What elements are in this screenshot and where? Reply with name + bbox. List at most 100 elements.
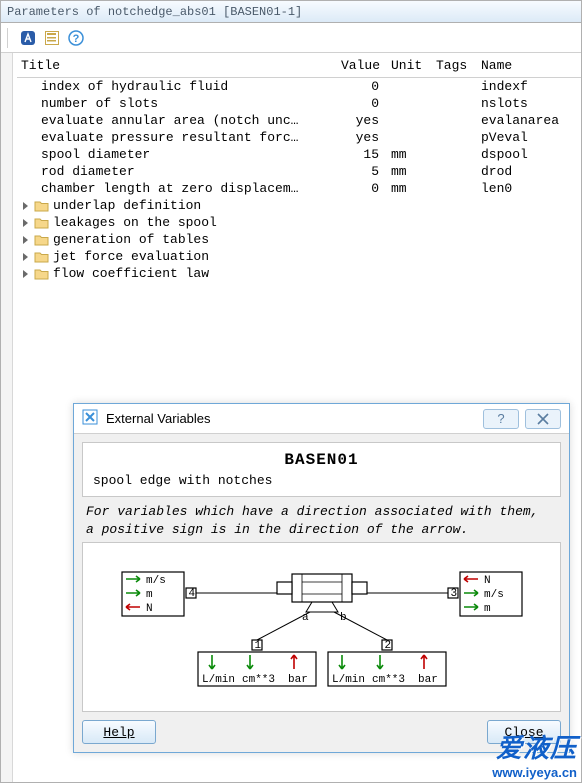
folder-icon bbox=[34, 234, 49, 246]
diagram-svg: m/smN4Nm/sm3ab12L/mincm**3barL/mincm**3b… bbox=[92, 562, 552, 692]
dialog-app-icon bbox=[82, 409, 98, 428]
component-panel: BASEN01 spool edge with notches bbox=[82, 442, 561, 497]
expand-icon[interactable] bbox=[23, 236, 28, 244]
component-subtitle: spool edge with notches bbox=[93, 473, 550, 488]
col-value: Value bbox=[337, 58, 387, 73]
folder-icon bbox=[34, 268, 49, 280]
form-icon[interactable] bbox=[43, 29, 61, 47]
watermark-cn: 爱液压 bbox=[492, 728, 577, 765]
window-titlebar: Parameters of notchedge_abs01 [BASEN01-1… bbox=[1, 1, 581, 23]
watermark-url: www.iyeya.cn bbox=[492, 765, 577, 780]
folder-icon bbox=[34, 251, 49, 263]
param-row[interactable]: number of slots0 nslots bbox=[17, 95, 581, 112]
param-value: 15 bbox=[337, 147, 387, 162]
param-name: indexf bbox=[477, 79, 577, 94]
folder-label: jet force evaluation bbox=[53, 249, 209, 264]
parameter-tree: Title Value Unit Tags Name index of hydr… bbox=[13, 53, 581, 782]
param-unit bbox=[387, 79, 432, 94]
param-unit bbox=[387, 113, 432, 128]
param-title: number of slots bbox=[17, 96, 337, 111]
dialog-title: External Variables bbox=[106, 411, 211, 426]
param-unit: mm bbox=[387, 147, 432, 162]
col-unit: Unit bbox=[387, 58, 432, 73]
param-unit: mm bbox=[387, 181, 432, 196]
folder-label: flow coefficient law bbox=[53, 266, 209, 281]
param-name: evalanarea bbox=[477, 113, 577, 128]
param-value: 0 bbox=[337, 181, 387, 196]
column-headers: Title Value Unit Tags Name bbox=[17, 55, 581, 78]
param-tags bbox=[432, 96, 477, 111]
window-title: Parameters of notchedge_abs01 [BASEN01-1… bbox=[7, 5, 302, 19]
port-diagram: m/smN4Nm/sm3ab12L/mincm**3barL/mincm**3b… bbox=[82, 542, 561, 712]
folder-row[interactable]: generation of tables bbox=[17, 231, 581, 248]
param-tags bbox=[432, 79, 477, 94]
param-row[interactable]: rod diameter5mmdrod bbox=[17, 163, 581, 180]
dialog-titlebar: External Variables ? bbox=[74, 404, 569, 434]
toolbar-separator bbox=[7, 28, 11, 48]
toolbar: ? bbox=[1, 23, 581, 53]
param-value: 0 bbox=[337, 96, 387, 111]
param-unit bbox=[387, 130, 432, 145]
param-row[interactable]: spool diameter15mm dspool bbox=[17, 146, 581, 163]
col-name: Name bbox=[477, 58, 577, 73]
svg-text:cm**3: cm**3 bbox=[242, 674, 275, 686]
component-name: BASEN01 bbox=[93, 451, 550, 469]
col-tags: Tags bbox=[432, 58, 477, 73]
param-value: yes bbox=[337, 113, 387, 128]
param-value: yes bbox=[337, 130, 387, 145]
folder-icon bbox=[34, 200, 49, 212]
dialog-close-x[interactable] bbox=[525, 409, 561, 429]
expand-icon[interactable] bbox=[23, 270, 28, 278]
param-name: dspool bbox=[477, 147, 577, 162]
help-button[interactable]: Help bbox=[82, 720, 156, 744]
svg-text:2: 2 bbox=[384, 640, 391, 652]
folder-icon bbox=[34, 217, 49, 229]
param-tags bbox=[432, 130, 477, 145]
parameters-window: Parameters of notchedge_abs01 [BASEN01-1… bbox=[0, 0, 582, 783]
col-title: Title bbox=[17, 58, 337, 73]
param-value: 0 bbox=[337, 79, 387, 94]
app-icon[interactable] bbox=[19, 29, 37, 47]
svg-text:bar: bar bbox=[418, 674, 438, 686]
param-row[interactable]: evaluate pressure resultant forcyespVeva… bbox=[17, 129, 581, 146]
param-title: evaluate annular area (notch unc bbox=[17, 113, 337, 128]
svg-text:L/min: L/min bbox=[202, 674, 235, 686]
svg-text:m/s: m/s bbox=[146, 575, 166, 587]
param-title: rod diameter bbox=[17, 164, 337, 179]
help-icon[interactable]: ? bbox=[67, 29, 85, 47]
svg-text:3: 3 bbox=[450, 588, 457, 600]
param-title: index of hydraulic fluid bbox=[17, 79, 337, 94]
param-unit: mm bbox=[387, 164, 432, 179]
expand-icon[interactable] bbox=[23, 202, 28, 210]
svg-text:4: 4 bbox=[188, 588, 195, 600]
svg-text:N: N bbox=[484, 575, 491, 587]
param-name: pVeval bbox=[477, 130, 577, 145]
dialog-help-button[interactable]: ? bbox=[483, 409, 519, 429]
param-tags bbox=[432, 164, 477, 179]
svg-text:N: N bbox=[146, 603, 153, 615]
external-variables-dialog: External Variables ? BASEN01 spool edge … bbox=[73, 403, 570, 753]
param-title: spool diameter bbox=[17, 147, 337, 162]
folder-label: underlap definition bbox=[53, 198, 201, 213]
svg-text:cm**3: cm**3 bbox=[372, 674, 405, 686]
folder-label: leakages on the spool bbox=[53, 215, 217, 230]
folder-row[interactable]: flow coefficient law bbox=[17, 265, 581, 282]
param-row[interactable]: chamber length at zero displacem0mmlen0 bbox=[17, 180, 581, 197]
param-name: nslots bbox=[477, 96, 577, 111]
gutter bbox=[1, 53, 13, 782]
note-line-2: a positive sign is in the direction of t… bbox=[86, 521, 557, 539]
folder-row[interactable]: underlap definition bbox=[17, 197, 581, 214]
svg-text:L/min: L/min bbox=[332, 674, 365, 686]
direction-note: For variables which have a direction ass… bbox=[82, 497, 561, 540]
svg-text:?: ? bbox=[73, 33, 80, 45]
expand-icon[interactable] bbox=[23, 253, 28, 261]
svg-text:bar: bar bbox=[288, 674, 308, 686]
expand-icon[interactable] bbox=[23, 219, 28, 227]
folder-row[interactable]: leakages on the spool bbox=[17, 214, 581, 231]
folder-label: generation of tables bbox=[53, 232, 209, 247]
folder-row[interactable]: jet force evaluation bbox=[17, 248, 581, 265]
param-name: drod bbox=[477, 164, 577, 179]
param-row[interactable]: evaluate annular area (notch uncyes evala… bbox=[17, 112, 581, 129]
svg-text:m: m bbox=[484, 603, 491, 615]
param-row[interactable]: index of hydraulic fluid0 indexf bbox=[17, 78, 581, 95]
